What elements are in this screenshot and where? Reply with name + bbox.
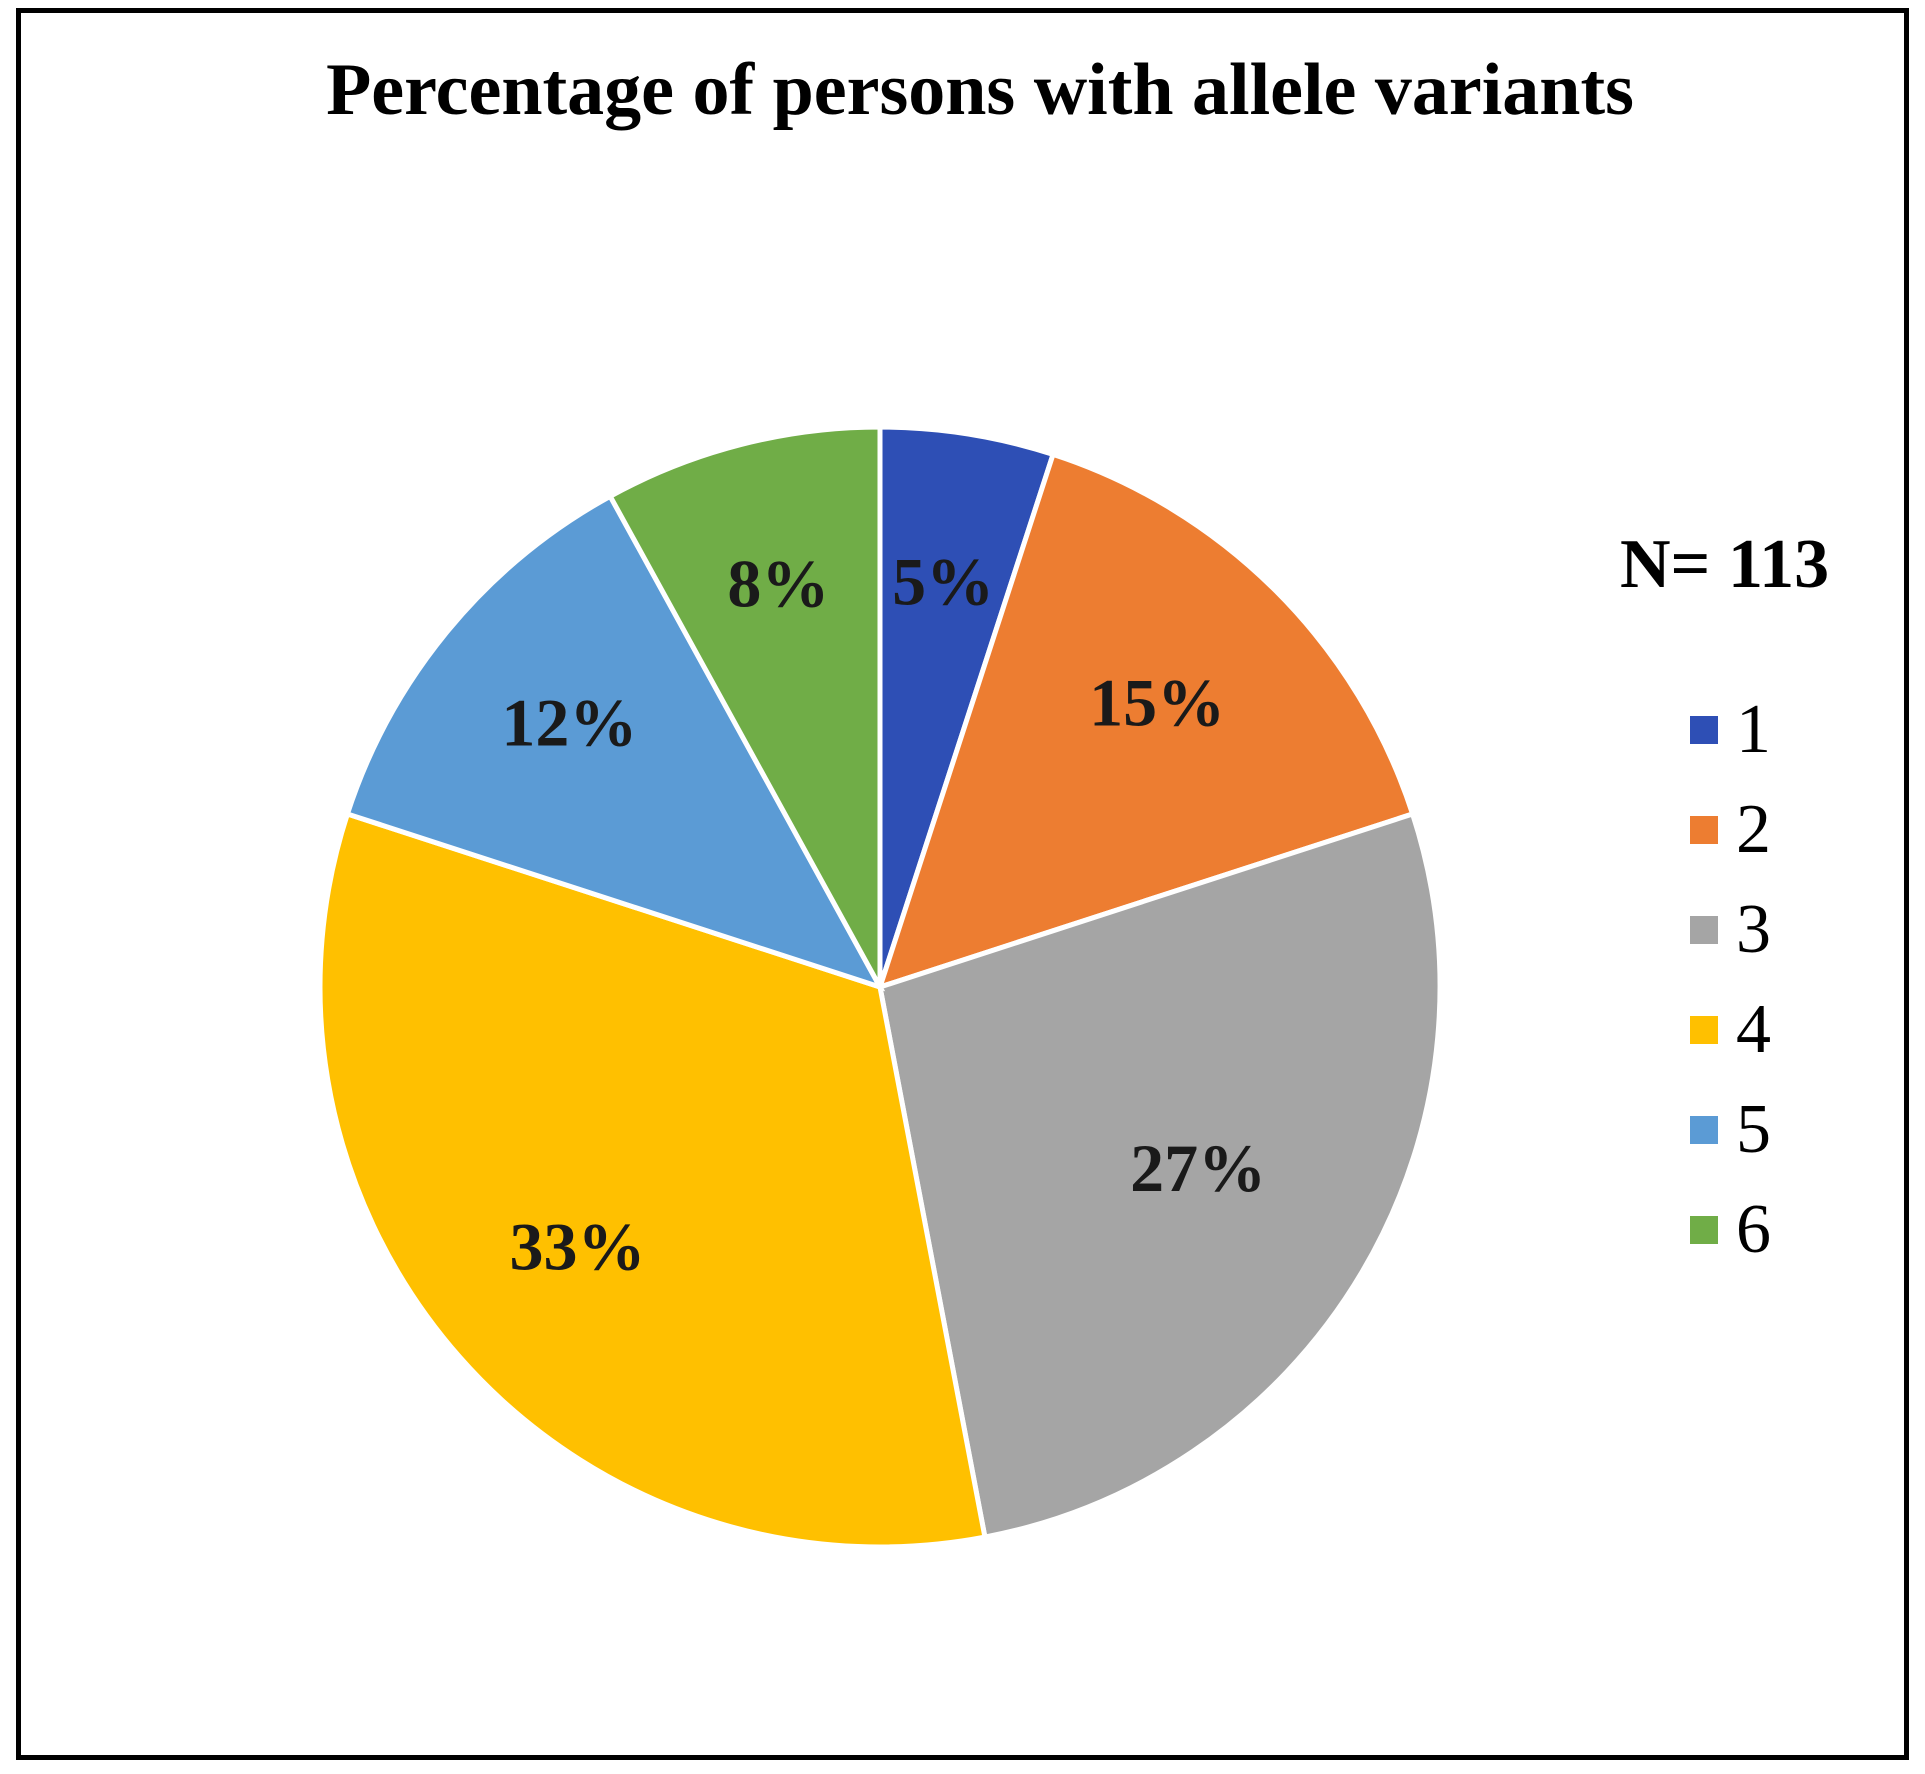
legend-label: 2 (1736, 791, 1771, 868)
legend-label: 6 (1736, 1191, 1771, 1268)
data-label-3: 27% (1130, 1130, 1266, 1206)
pie-slice-6 (606, 424, 883, 989)
pie-slice-3 (877, 810, 1443, 1541)
legend-label: 5 (1736, 1091, 1771, 1168)
data-label-6: 8% (727, 546, 829, 622)
pie-slice-4 (317, 810, 988, 1550)
legend-item-3: 3 (1690, 880, 1771, 980)
data-label-4: 33% (510, 1208, 646, 1284)
sample-size-annotation: N= 113 (1620, 526, 1830, 603)
legend-item-4: 4 (1690, 980, 1771, 1080)
legend-item-6: 6 (1690, 1180, 1771, 1280)
pie-slice-5 (344, 492, 886, 992)
data-label-5: 12% (501, 685, 637, 761)
legend-swatch (1690, 716, 1718, 744)
legend-item-5: 5 (1690, 1080, 1771, 1180)
legend-item-1: 1 (1690, 680, 1771, 780)
legend-label: 4 (1736, 991, 1771, 1068)
legend: 1 2 3 4 5 6 (1690, 680, 1771, 1280)
legend-item-2: 2 (1690, 780, 1771, 880)
chart-title: Percentage of persons with allele varian… (326, 49, 1634, 131)
legend-swatch (1690, 816, 1718, 844)
pie-slice-2 (876, 451, 1416, 991)
legend-swatch (1690, 1116, 1718, 1144)
legend-swatch (1690, 1016, 1718, 1044)
legend-label: 3 (1736, 891, 1771, 968)
data-label-2: 15% (1089, 664, 1225, 740)
data-label-1: 5% (892, 543, 994, 619)
legend-swatch (1690, 1216, 1718, 1244)
legend-swatch (1690, 916, 1718, 944)
legend-label: 1 (1736, 691, 1771, 768)
